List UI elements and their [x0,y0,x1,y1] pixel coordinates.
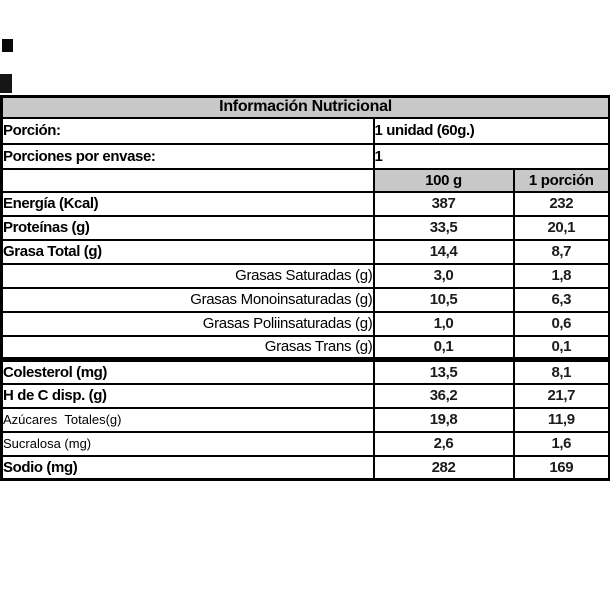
nutrient-row-grasas-monoinsaturadas: Grasas Monoinsaturadas (g) 10,5 6,3 [0,286,610,313]
nutrient-row-grasas-poliinsaturadas: Grasas Poliinsaturadas (g) 1,0 0,6 [0,310,610,337]
value-portion: 11,9 [512,406,610,433]
nutrient-row-sucralosa: Sucralosa (mg) 2,6 1,6 [0,430,610,457]
servings-per-container-label: Porciones por envase: [0,142,375,170]
column-header-100g: 100 g [372,167,515,193]
nutrient-row-colesterol: Colesterol (mg) 13,5 8,1 [0,358,610,385]
serving-size-label: Porción: [0,116,375,145]
value-portion: 8,7 [512,238,610,265]
value-100g: 10,5 [372,286,515,313]
nutrient-row-grasas-saturadas: Grasas Saturadas (g) 3,0 1,8 [0,262,610,289]
table-title-row: Información Nutricional [0,95,610,119]
value-100g: 1,0 [372,310,515,337]
nutrient-label: Sodio (mg) [0,454,375,481]
nutrient-label: Grasas Trans (g) [0,334,375,362]
value-100g: 36,2 [372,382,515,409]
value-100g: 282 [372,454,515,481]
nutrient-label: Sucralosa (mg) [0,430,375,457]
nutrient-row-azucares-totales: Azúcares Totales(g) 19,8 11,9 [0,406,610,433]
value-100g: 19,8 [372,406,515,433]
value-portion: 169 [512,454,610,481]
column-header-portion: 1 porción [512,167,610,193]
nutrient-label: Grasas Poliinsaturadas (g) [0,310,375,337]
nutrient-label: Energía (Kcal) [0,190,375,217]
serving-size-row: Porción: 1 unidad (60g.) [0,116,610,145]
nutrition-facts-table: Información Nutricional Porción: 1 unida… [0,95,610,481]
value-100g: 387 [372,190,515,217]
value-100g: 13,5 [372,358,515,385]
table-title: Información Nutricional [0,95,610,119]
nutrient-label: Grasas Monoinsaturadas (g) [0,286,375,313]
value-portion: 8,1 [512,358,610,385]
nutrient-row-proteinas: Proteínas (g) 33,5 20,1 [0,214,610,241]
nutrient-label: Proteínas (g) [0,214,375,241]
nutrient-row-energia: Energía (Kcal) 387 232 [0,190,610,217]
servings-per-container-row: Porciones por envase: 1 [0,142,610,170]
nutrient-label: H de C disp. (g) [0,382,375,409]
nutrient-row-sodio: Sodio (mg) 282 169 [0,454,610,481]
value-portion: 232 [512,190,610,217]
column-header-empty-cell [0,167,375,193]
value-100g: 2,6 [372,430,515,457]
value-portion: 6,3 [512,286,610,313]
print-artifact-mark-bottom [0,74,12,93]
nutrient-row-grasas-trans: Grasas Trans (g) 0,1 0,1 [0,334,610,362]
value-100g: 33,5 [372,214,515,241]
value-portion: 21,7 [512,382,610,409]
print-artifact-mark-top [2,39,13,52]
value-portion: 20,1 [512,214,610,241]
nutrient-row-grasa-total: Grasa Total (g) 14,4 8,7 [0,238,610,265]
serving-size-value: 1 unidad (60g.) [372,116,610,145]
column-header-row: 100 g 1 porción [0,167,610,193]
value-portion: 1,6 [512,430,610,457]
value-100g: 0,1 [372,334,515,362]
value-100g: 14,4 [372,238,515,265]
nutrient-label: Grasa Total (g) [0,238,375,265]
value-portion: 0,6 [512,310,610,337]
value-100g: 3,0 [372,262,515,289]
servings-per-container-value: 1 [372,142,610,170]
value-portion: 0,1 [512,334,610,362]
nutrient-label: Grasas Saturadas (g) [0,262,375,289]
value-portion: 1,8 [512,262,610,289]
nutrient-label: Colesterol (mg) [0,358,375,385]
nutrient-label: Azúcares Totales(g) [0,406,375,433]
nutrient-row-h-de-c-disp: H de C disp. (g) 36,2 21,7 [0,382,610,409]
